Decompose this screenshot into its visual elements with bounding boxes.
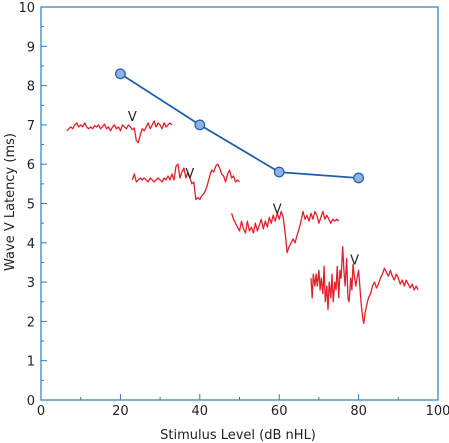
- waveform-group: V V V V: [66, 110, 419, 325]
- waveform-trace-4: [310, 246, 419, 325]
- x-tick-label: 60: [271, 404, 288, 419]
- x-tick-label: 40: [192, 404, 209, 419]
- waveform-trace-1: [66, 120, 173, 144]
- wave-v-label: V: [350, 253, 359, 268]
- y-tick-label: 4: [27, 237, 35, 252]
- data-point: [353, 172, 365, 184]
- y-tick-label: 1: [27, 355, 35, 370]
- tick-group: 0 20 40 60 80 100 0 1 2 3 4 5 6 7 8 9 10: [18, 1, 449, 419]
- waveform-trace-3: [230, 210, 340, 254]
- y-tick-label: 10: [18, 1, 35, 16]
- series-line: [119, 73, 359, 179]
- data-point: [114, 68, 126, 80]
- wave-v-label: V: [185, 167, 194, 182]
- y-tick-label: 8: [27, 80, 35, 95]
- y-tick-label: 3: [27, 276, 35, 291]
- plot-frame-group: [40, 6, 439, 401]
- wave-v-label: V: [273, 202, 282, 217]
- y-tick-label: 5: [27, 198, 35, 213]
- y-axis-title: Wave V Latency (ms): [3, 133, 18, 271]
- data-point: [194, 119, 206, 131]
- y-tick-label: 2: [27, 315, 35, 330]
- x-tick-label: 20: [112, 404, 129, 419]
- plot-frame: [40, 6, 439, 401]
- data-point: [273, 166, 285, 178]
- y-tick-label: 9: [27, 40, 35, 55]
- y-tick-label: 0: [27, 394, 35, 409]
- wave-v-label: V: [128, 110, 137, 125]
- y-tick-label: 7: [27, 119, 35, 134]
- x-tick-label: 0: [37, 404, 45, 419]
- series-group: [114, 68, 365, 184]
- x-tick-label: 100: [426, 404, 449, 419]
- waveform-trace-2: [131, 163, 240, 201]
- y-tick-label: 6: [27, 158, 35, 173]
- x-axis-title: Stimulus Level (dB nHL): [160, 428, 316, 443]
- x-tick-label: 80: [350, 404, 367, 419]
